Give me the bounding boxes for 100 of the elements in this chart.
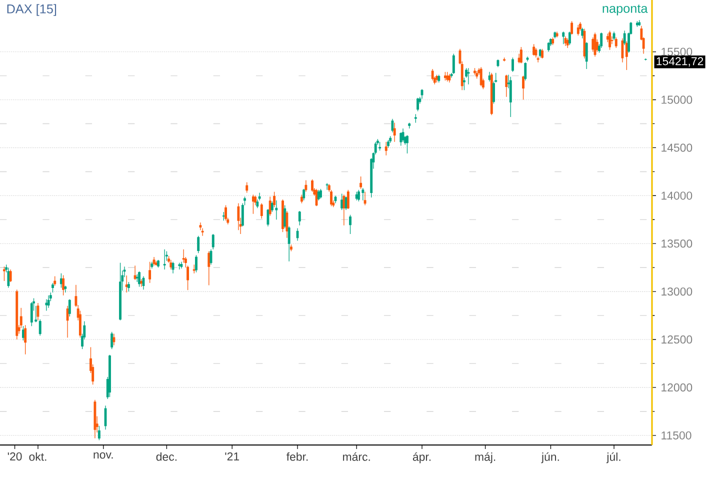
candlestick bbox=[581, 27, 584, 39]
candlestick bbox=[45, 298, 48, 312]
candlestick bbox=[402, 128, 404, 142]
candlestick bbox=[298, 210, 301, 226]
candlestick bbox=[36, 302, 40, 321]
candlestick bbox=[302, 188, 306, 201]
y-tick-label: 13000 bbox=[662, 287, 692, 296]
candlestick bbox=[562, 31, 565, 44]
candlestick bbox=[275, 200, 278, 220]
candlestick bbox=[304, 180, 308, 192]
candlestick bbox=[594, 32, 596, 57]
candlestick bbox=[625, 40, 628, 70]
candlestick bbox=[38, 319, 42, 336]
candlestick bbox=[311, 178, 314, 192]
candlestick bbox=[288, 226, 290, 262]
candlestick bbox=[246, 182, 248, 194]
candlestick bbox=[212, 234, 214, 250]
candlestick bbox=[600, 32, 603, 48]
candlestick bbox=[568, 31, 571, 46]
candlestick bbox=[524, 62, 527, 81]
y-tick-label: 13500 bbox=[662, 240, 692, 248]
candlestick bbox=[270, 201, 274, 212]
candlestick bbox=[24, 324, 27, 355]
candlestick bbox=[52, 282, 54, 293]
candlestick bbox=[452, 53, 455, 74]
y-tick-label: 12500 bbox=[662, 335, 692, 344]
candlestick bbox=[7, 267, 10, 288]
candlestick bbox=[592, 37, 594, 52]
candlestick bbox=[134, 265, 136, 280]
x-tick-label: '21 bbox=[225, 452, 240, 460]
y-tick-label: 12000 bbox=[662, 383, 692, 392]
candlestick bbox=[210, 249, 212, 266]
y-tick-label: 14000 bbox=[662, 192, 692, 200]
candlestick bbox=[98, 425, 100, 441]
candlestick bbox=[520, 46, 522, 64]
candlestick bbox=[66, 306, 69, 338]
chart-subtitle: naponta bbox=[602, 4, 648, 16]
candlestick bbox=[195, 254, 198, 273]
candlestick bbox=[172, 261, 174, 274]
x-tick-label: nov. bbox=[94, 452, 113, 459]
candlestick bbox=[384, 142, 388, 156]
candlestick bbox=[9, 269, 12, 282]
candlestick bbox=[104, 405, 107, 430]
candlestick bbox=[110, 331, 114, 350]
candlestick bbox=[317, 190, 320, 201]
candlestick bbox=[420, 88, 424, 100]
candlestick bbox=[224, 204, 227, 221]
candlestick bbox=[260, 202, 263, 219]
candlestick bbox=[621, 38, 624, 63]
candlestick bbox=[342, 194, 346, 226]
annotation: 15421,72 bbox=[656, 57, 704, 67]
candlestick bbox=[566, 38, 569, 48]
x-tick-label: márc. bbox=[343, 452, 370, 461]
x-tick-label: '20 bbox=[8, 452, 22, 460]
candlestick bbox=[364, 191, 366, 206]
candlestick bbox=[400, 132, 402, 146]
candlestick bbox=[541, 48, 544, 59]
candlestick bbox=[54, 276, 56, 286]
candlestick bbox=[266, 208, 270, 227]
chart-title: DAX [15] bbox=[7, 4, 56, 16]
candlestick bbox=[614, 37, 618, 48]
candlestick bbox=[462, 77, 466, 90]
y-tick-label: 15000 bbox=[662, 96, 692, 104]
candlestick bbox=[170, 260, 172, 270]
x-tick-label: febr. bbox=[286, 452, 308, 461]
candlestick bbox=[3, 266, 6, 282]
x-tick-label: dec. bbox=[156, 452, 176, 461]
candlestick bbox=[320, 188, 322, 199]
candlestick bbox=[431, 68, 434, 81]
x-tick-label: máj. bbox=[475, 452, 496, 464]
candlestick bbox=[197, 236, 200, 254]
candlestick bbox=[570, 20, 574, 35]
candlestick bbox=[30, 302, 33, 326]
candlestick bbox=[360, 176, 362, 190]
candlestick bbox=[391, 118, 394, 133]
candlestick bbox=[467, 68, 470, 85]
candlestick bbox=[326, 182, 328, 190]
candlestick bbox=[585, 42, 588, 70]
candlestick bbox=[564, 36, 567, 46]
candlestick bbox=[362, 188, 364, 201]
candlestick bbox=[393, 122, 396, 142]
x-tick-label: júl. bbox=[606, 452, 620, 464]
x-tick-label: ápr. bbox=[412, 452, 431, 464]
candlestick bbox=[68, 298, 71, 317]
candlestick bbox=[163, 249, 166, 270]
candlestick bbox=[522, 75, 525, 100]
candlestick bbox=[547, 42, 550, 52]
candlestick bbox=[532, 44, 536, 56]
candlestick bbox=[349, 214, 352, 234]
candlestick bbox=[346, 190, 350, 210]
candlestick bbox=[47, 295, 50, 308]
candlestick bbox=[512, 57, 514, 72]
candlestick bbox=[128, 282, 130, 292]
candlestick bbox=[505, 74, 508, 98]
x-tick-label: okt. bbox=[29, 452, 46, 461]
candlestick bbox=[296, 228, 299, 242]
candlestick bbox=[182, 249, 185, 264]
y-tick-label: 14500 bbox=[662, 144, 692, 152]
y-tick-label: 11500 bbox=[662, 431, 692, 440]
candlestick bbox=[509, 76, 512, 118]
